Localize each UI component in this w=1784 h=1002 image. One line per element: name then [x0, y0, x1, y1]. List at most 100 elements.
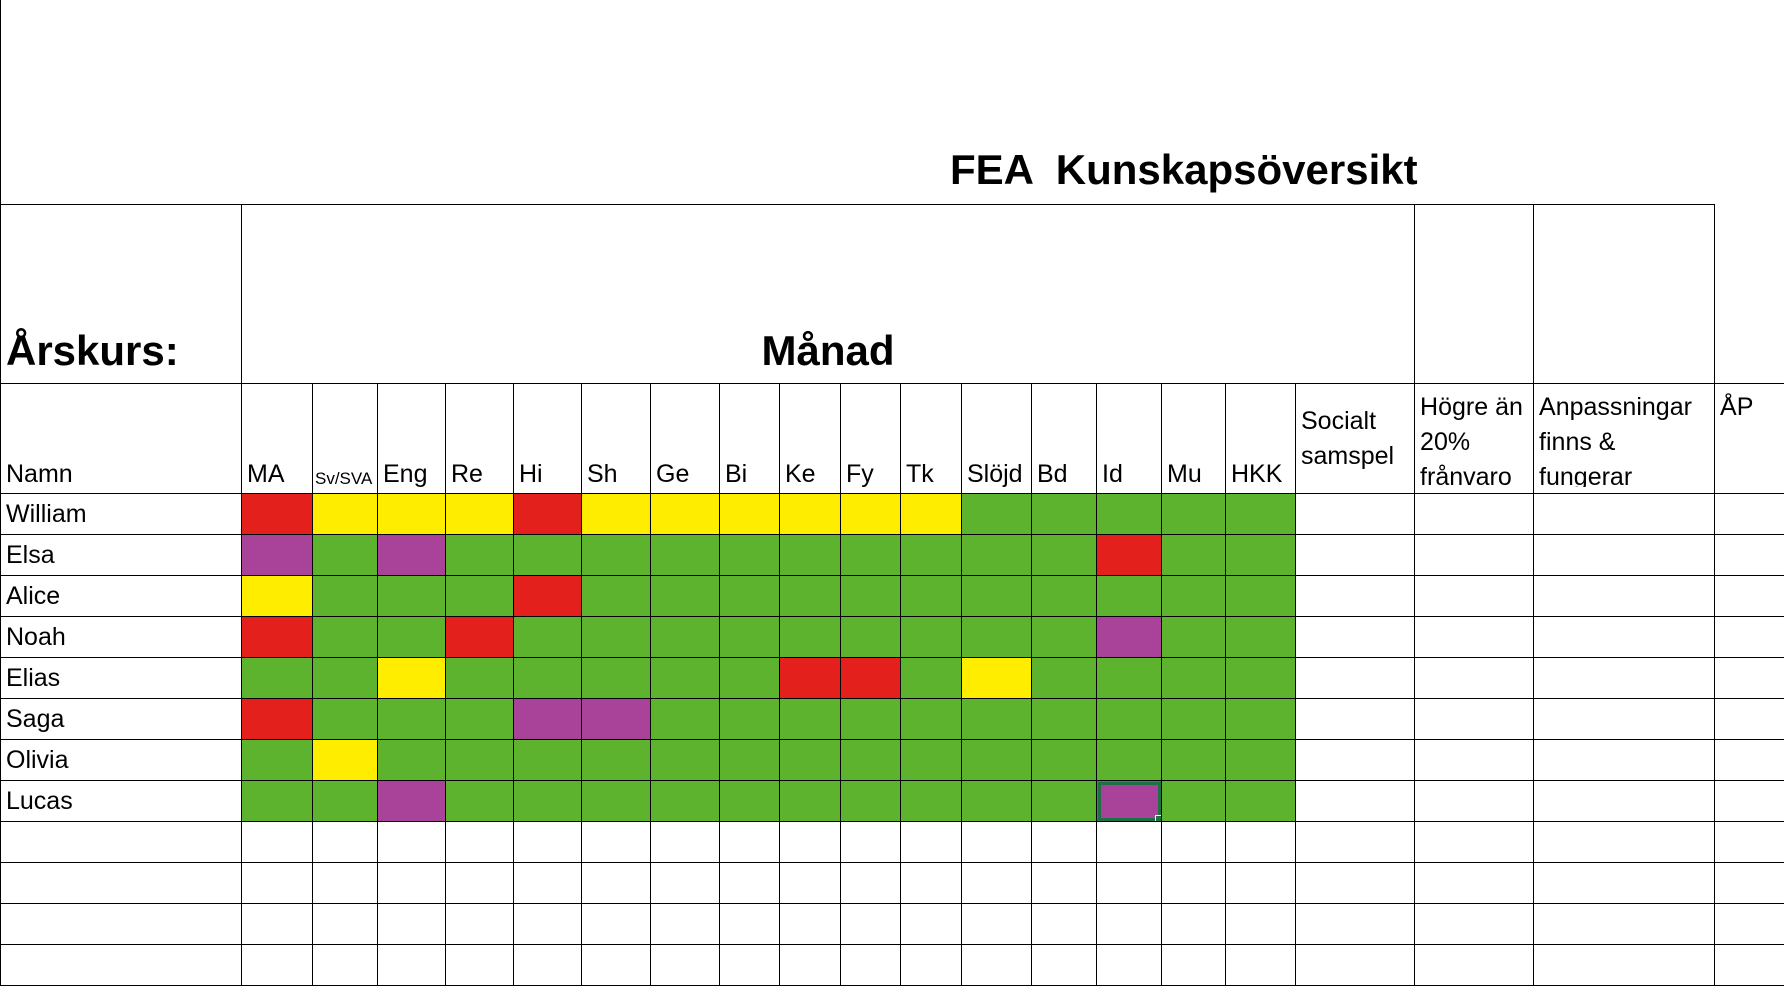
extra-cell[interactable]: [1294, 575, 1416, 617]
student-name[interactable]: William: [0, 493, 242, 535]
empty-cell[interactable]: [581, 862, 651, 904]
grade-cell[interactable]: [445, 698, 514, 740]
grade-cell[interactable]: [779, 657, 841, 699]
extra-cell[interactable]: [1714, 698, 1784, 740]
grade-cell[interactable]: [241, 780, 313, 822]
student-name[interactable]: Olivia: [0, 739, 242, 781]
empty-cell[interactable]: [1161, 903, 1226, 945]
grade-cell[interactable]: [241, 657, 313, 699]
empty-cell[interactable]: [241, 862, 313, 904]
empty-cell[interactable]: [1096, 862, 1162, 904]
empty-cell[interactable]: [961, 821, 1032, 863]
empty-cell[interactable]: [961, 944, 1032, 986]
grade-cell[interactable]: [377, 534, 446, 576]
extra-cell[interactable]: [1294, 657, 1416, 699]
extra-cell[interactable]: [1714, 493, 1784, 535]
empty-cell[interactable]: [650, 903, 720, 945]
empty-cell[interactable]: [1294, 862, 1416, 904]
month-label-cell[interactable]: Månad: [240, 204, 1416, 384]
empty-cell[interactable]: [0, 944, 242, 986]
grade-cell[interactable]: [312, 657, 378, 699]
grade-cell[interactable]: [1225, 493, 1296, 535]
empty-cell[interactable]: [840, 903, 901, 945]
empty-cell[interactable]: [1294, 903, 1416, 945]
empty-cell[interactable]: [377, 944, 446, 986]
grade-cell[interactable]: [1225, 534, 1296, 576]
grade-cell[interactable]: [1096, 780, 1162, 822]
extra-cell[interactable]: [1294, 493, 1416, 535]
grade-cell[interactable]: [1161, 616, 1226, 658]
empty-cell[interactable]: [312, 944, 378, 986]
empty-cell[interactable]: [241, 903, 313, 945]
grade-cell[interactable]: [1225, 616, 1296, 658]
grade-cell[interactable]: [719, 698, 780, 740]
empty-cell[interactable]: [312, 862, 378, 904]
grade-cell[interactable]: [840, 780, 901, 822]
empty-cell[interactable]: [1225, 903, 1296, 945]
grade-cell[interactable]: [961, 575, 1032, 617]
grade-cell[interactable]: [840, 534, 901, 576]
empty-cell[interactable]: [1031, 862, 1097, 904]
extra-cell[interactable]: [1414, 493, 1535, 535]
grade-cell[interactable]: [961, 657, 1032, 699]
grade-cell[interactable]: [445, 739, 514, 781]
extra-cell[interactable]: [1294, 616, 1416, 658]
grade-cell[interactable]: [719, 575, 780, 617]
grade-cell[interactable]: [513, 493, 582, 535]
grade-cell[interactable]: [312, 616, 378, 658]
empty-cell[interactable]: [581, 944, 651, 986]
grade-cell[interactable]: [719, 739, 780, 781]
empty-cell[interactable]: [1225, 862, 1296, 904]
empty-cell[interactable]: [900, 821, 962, 863]
grade-cell[interactable]: [445, 493, 514, 535]
extra-cell[interactable]: [1294, 739, 1416, 781]
grade-cell[interactable]: [513, 780, 582, 822]
grade-cell[interactable]: [650, 534, 720, 576]
grade-cell[interactable]: [840, 575, 901, 617]
header-blank-cell[interactable]: [1533, 204, 1716, 384]
empty-cell[interactable]: [900, 944, 962, 986]
grade-cell[interactable]: [650, 616, 720, 658]
empty-cell[interactable]: [513, 862, 582, 904]
empty-cell[interactable]: [779, 944, 841, 986]
empty-cell[interactable]: [0, 903, 242, 945]
extra-cell[interactable]: [1533, 493, 1716, 535]
extra-cell[interactable]: [1294, 780, 1416, 822]
student-name[interactable]: Saga: [0, 698, 242, 740]
grade-cell[interactable]: [1031, 616, 1097, 658]
grade-cell[interactable]: [840, 698, 901, 740]
grade-cell[interactable]: [900, 780, 962, 822]
grade-cell[interactable]: [513, 698, 582, 740]
subject-header-hkk[interactable]: HKK: [1225, 383, 1296, 494]
grade-cell[interactable]: [1096, 493, 1162, 535]
grade-cell[interactable]: [840, 739, 901, 781]
grade-cell[interactable]: [719, 780, 780, 822]
extra-cell[interactable]: [1714, 534, 1784, 576]
empty-cell[interactable]: [513, 944, 582, 986]
grade-cell[interactable]: [650, 780, 720, 822]
empty-cell[interactable]: [1714, 944, 1784, 986]
subject-header-tk[interactable]: Tk: [900, 383, 962, 494]
grade-cell[interactable]: [719, 657, 780, 699]
empty-cell[interactable]: [719, 903, 780, 945]
grade-cell[interactable]: [1096, 698, 1162, 740]
grade-cell[interactable]: [581, 534, 651, 576]
extra-cell[interactable]: [1533, 657, 1716, 699]
empty-cell[interactable]: [1031, 944, 1097, 986]
extra-cell[interactable]: [1714, 616, 1784, 658]
grade-cell[interactable]: [513, 534, 582, 576]
extra-cell[interactable]: [1414, 739, 1535, 781]
empty-cell[interactable]: [1714, 903, 1784, 945]
grade-cell[interactable]: [1031, 739, 1097, 781]
grade-cell[interactable]: [779, 616, 841, 658]
empty-cell[interactable]: [377, 821, 446, 863]
grade-cell[interactable]: [1225, 780, 1296, 822]
grade-cell[interactable]: [312, 780, 378, 822]
grade-cell[interactable]: [445, 657, 514, 699]
grade-cell[interactable]: [1225, 739, 1296, 781]
grade-cell[interactable]: [1161, 739, 1226, 781]
grade-cell[interactable]: [513, 739, 582, 781]
grade-cell[interactable]: [445, 616, 514, 658]
extra-cell[interactable]: [1414, 534, 1535, 576]
subject-header-svsva[interactable]: Sv/SVA: [312, 383, 378, 494]
